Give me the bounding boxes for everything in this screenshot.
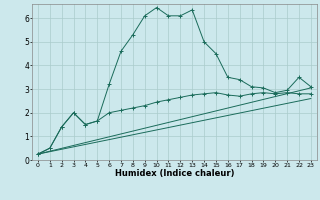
X-axis label: Humidex (Indice chaleur): Humidex (Indice chaleur)	[115, 169, 234, 178]
